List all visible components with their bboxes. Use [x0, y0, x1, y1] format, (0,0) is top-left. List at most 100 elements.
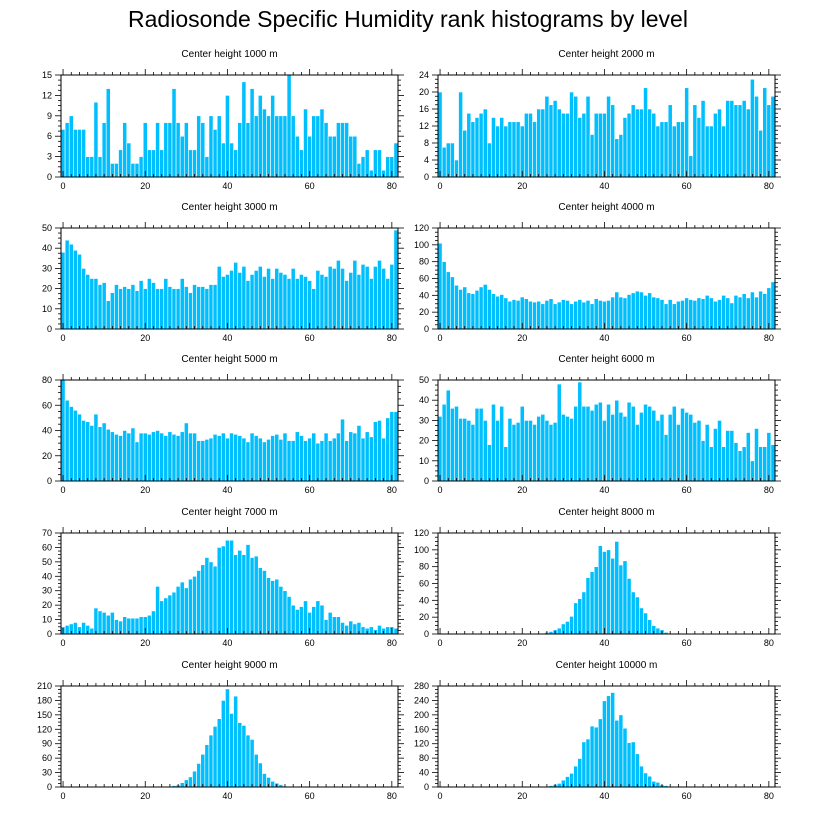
- histogram-bar: [257, 762, 263, 788]
- histogram-bar: [585, 405, 591, 482]
- histogram-bar: [565, 416, 570, 482]
- histogram-bar: [73, 622, 78, 635]
- histogram-bar: [758, 290, 763, 330]
- histogram-bar: [671, 303, 677, 330]
- histogram-bar: [622, 297, 628, 330]
- x-tick-label: 60: [682, 638, 692, 648]
- histogram-bar: [188, 149, 193, 178]
- histogram-bar: [336, 432, 341, 482]
- histogram-bar: [142, 122, 148, 178]
- histogram-bar: [118, 435, 123, 482]
- histogram-bar: [274, 578, 280, 635]
- histogram-bar: [585, 738, 591, 788]
- x-tick-label: 60: [305, 791, 315, 801]
- histogram-bar: [155, 586, 160, 635]
- histogram-bar: [589, 134, 595, 178]
- y-tick-label: 24: [419, 70, 429, 80]
- histogram-bar: [606, 95, 611, 178]
- histogram-bar: [270, 580, 276, 635]
- histogram-bar: [536, 108, 542, 178]
- histogram-bar: [634, 290, 640, 330]
- histogram-bar: [229, 142, 234, 178]
- x-tick-label: 0: [61, 181, 66, 191]
- histogram-bar: [188, 776, 193, 788]
- histogram-bar: [462, 129, 468, 178]
- histogram-bar: [389, 411, 395, 482]
- histogram-bar: [470, 424, 476, 482]
- histogram-bar: [360, 156, 366, 178]
- histogram-bar: [192, 575, 197, 635]
- histogram-bar: [245, 544, 251, 635]
- histogram-bar: [319, 440, 325, 482]
- x-tick-label: 80: [387, 485, 397, 495]
- histogram-bar: [528, 300, 533, 330]
- histogram-bar: [454, 405, 459, 482]
- histogram-bar: [97, 284, 103, 330]
- y-tick-label: 20: [419, 612, 429, 622]
- histogram-bar: [352, 135, 358, 178]
- x-tick-label: 0: [438, 333, 443, 343]
- y-tick-label: 20: [42, 451, 52, 461]
- histogram-bar: [110, 431, 115, 482]
- y-tick-label: 20: [419, 307, 429, 317]
- histogram-bar: [175, 122, 181, 178]
- histogram-panel-8: Center height 8000 m 0 20 40 60 80 0 20 40 60 80 10…: [414, 507, 781, 648]
- histogram-bar: [602, 551, 607, 635]
- histogram-bar: [450, 142, 455, 178]
- histogram-bar: [196, 286, 202, 330]
- histogram-bar: [81, 420, 86, 482]
- histogram-bar: [138, 280, 144, 330]
- y-tick-label: 120: [414, 223, 429, 233]
- histogram-bar: [368, 436, 374, 482]
- panel-title: Center height 9000 m: [181, 660, 277, 671]
- histogram-bar: [577, 758, 583, 788]
- histogram-bar: [750, 78, 755, 178]
- histogram-bar: [130, 427, 136, 482]
- histogram-bar: [118, 288, 123, 330]
- histogram-bar: [373, 149, 378, 178]
- histogram-bar: [515, 422, 521, 482]
- histogram-bar: [373, 266, 378, 330]
- histogram-bar: [344, 122, 349, 178]
- histogram-bar: [249, 739, 255, 788]
- histogram-bar: [745, 297, 751, 330]
- histogram-bar: [450, 276, 455, 330]
- histogram-bar: [393, 229, 399, 330]
- histogram-bar: [142, 288, 148, 330]
- histogram-bar: [515, 121, 521, 178]
- histogram-bar: [737, 104, 743, 178]
- histogram-bar: [565, 300, 570, 330]
- histogram-bar: [462, 286, 468, 330]
- x-tick-label: 0: [438, 485, 443, 495]
- histogram-bar: [208, 115, 214, 178]
- y-tick-label: 60: [42, 400, 52, 410]
- histogram-bar: [651, 296, 657, 330]
- y-tick-label: 0: [47, 782, 52, 792]
- histogram-bar: [278, 586, 284, 635]
- x-tick-label: 20: [140, 791, 150, 801]
- histogram-bar: [676, 424, 681, 482]
- histogram-bar: [511, 121, 517, 178]
- histogram-bar: [249, 274, 255, 330]
- histogram-bar: [721, 446, 726, 482]
- histogram-bar: [216, 718, 222, 788]
- histogram-bar: [655, 627, 661, 635]
- histogram-bar: [437, 416, 443, 482]
- histogram-bar: [266, 115, 271, 178]
- y-tick-label: 120: [414, 528, 429, 538]
- panel-title: Center height 10000 m: [556, 660, 658, 671]
- y-tick-label: 60: [419, 274, 429, 284]
- histogram-bar: [233, 149, 239, 178]
- histogram-bar: [754, 296, 759, 330]
- y-tick-label: 40: [419, 595, 429, 605]
- histogram-bar: [733, 104, 739, 178]
- histogram-bar: [676, 121, 681, 178]
- histogram-bar: [352, 260, 358, 330]
- histogram-bar: [73, 129, 78, 178]
- histogram-bar: [758, 129, 763, 178]
- histogram-bar: [643, 612, 648, 635]
- histogram-bar: [118, 149, 123, 178]
- histogram-bar: [377, 260, 382, 330]
- histogram-bar: [344, 440, 349, 482]
- histogram-bar: [725, 430, 731, 482]
